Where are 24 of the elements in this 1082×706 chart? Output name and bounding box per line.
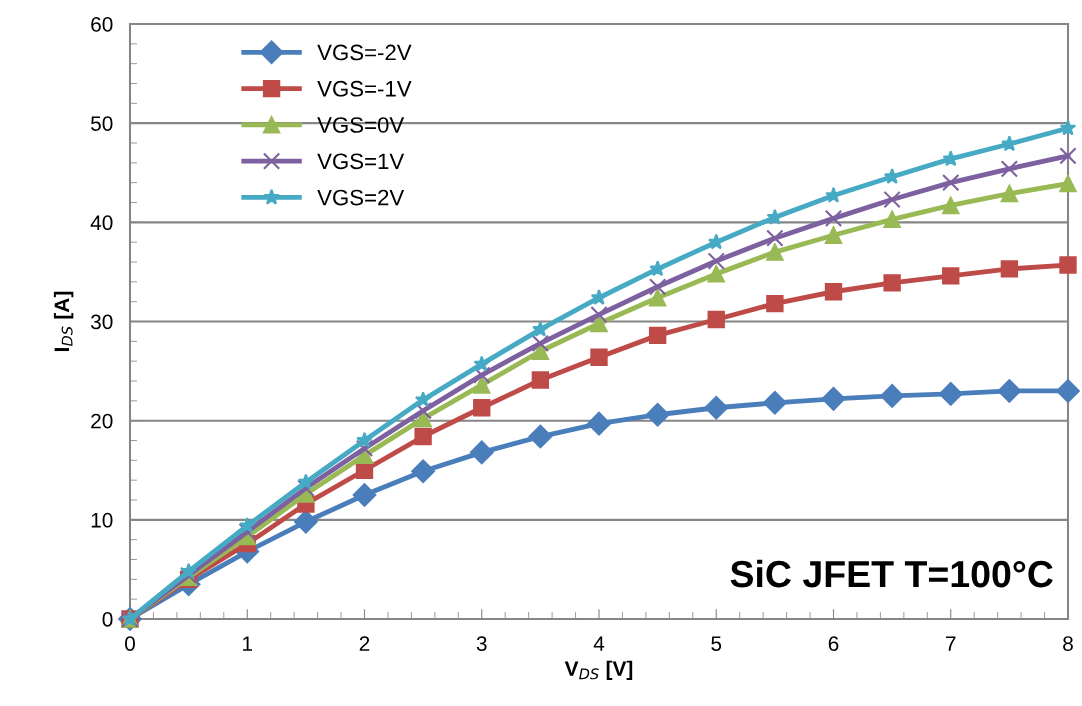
x-tick-label: 3 <box>476 636 487 651</box>
legend-label: VGS=2V <box>317 189 405 206</box>
x-tick-label: 6 <box>828 636 839 651</box>
x-tick-label: 5 <box>711 636 722 651</box>
y-tick-label: 30 <box>90 314 113 330</box>
x-tick-label: 1 <box>243 636 253 651</box>
legend-label: VGS=1V <box>317 153 405 170</box>
y-tick-label: 10 <box>91 512 113 528</box>
y-tick-label: 40 <box>90 215 113 231</box>
x-tick-label: 8 <box>1063 636 1073 651</box>
x-tick-label: 2 <box>359 636 370 651</box>
legend-label: VGS=0V <box>317 117 405 133</box>
legend-label: VGS=-2V <box>317 44 412 61</box>
legend-label: VGS=-1V <box>317 80 412 97</box>
y-axis-title: I$_{DS}$ [A] <box>53 291 74 352</box>
x-tick-label: 4 <box>593 636 605 651</box>
annotation: SiC JFET T=100°C <box>730 559 1053 588</box>
x-tick-label: 0 <box>125 636 135 651</box>
y-tick-label: 0 <box>102 612 113 627</box>
x-axis-title: V$_{DS}$ [V] <box>564 660 633 681</box>
y-tick-label: 20 <box>91 413 113 429</box>
y-tick-label: 60 <box>91 17 113 32</box>
x-tick-label: 7 <box>946 636 956 651</box>
y-tick-label: 50 <box>91 116 113 131</box>
